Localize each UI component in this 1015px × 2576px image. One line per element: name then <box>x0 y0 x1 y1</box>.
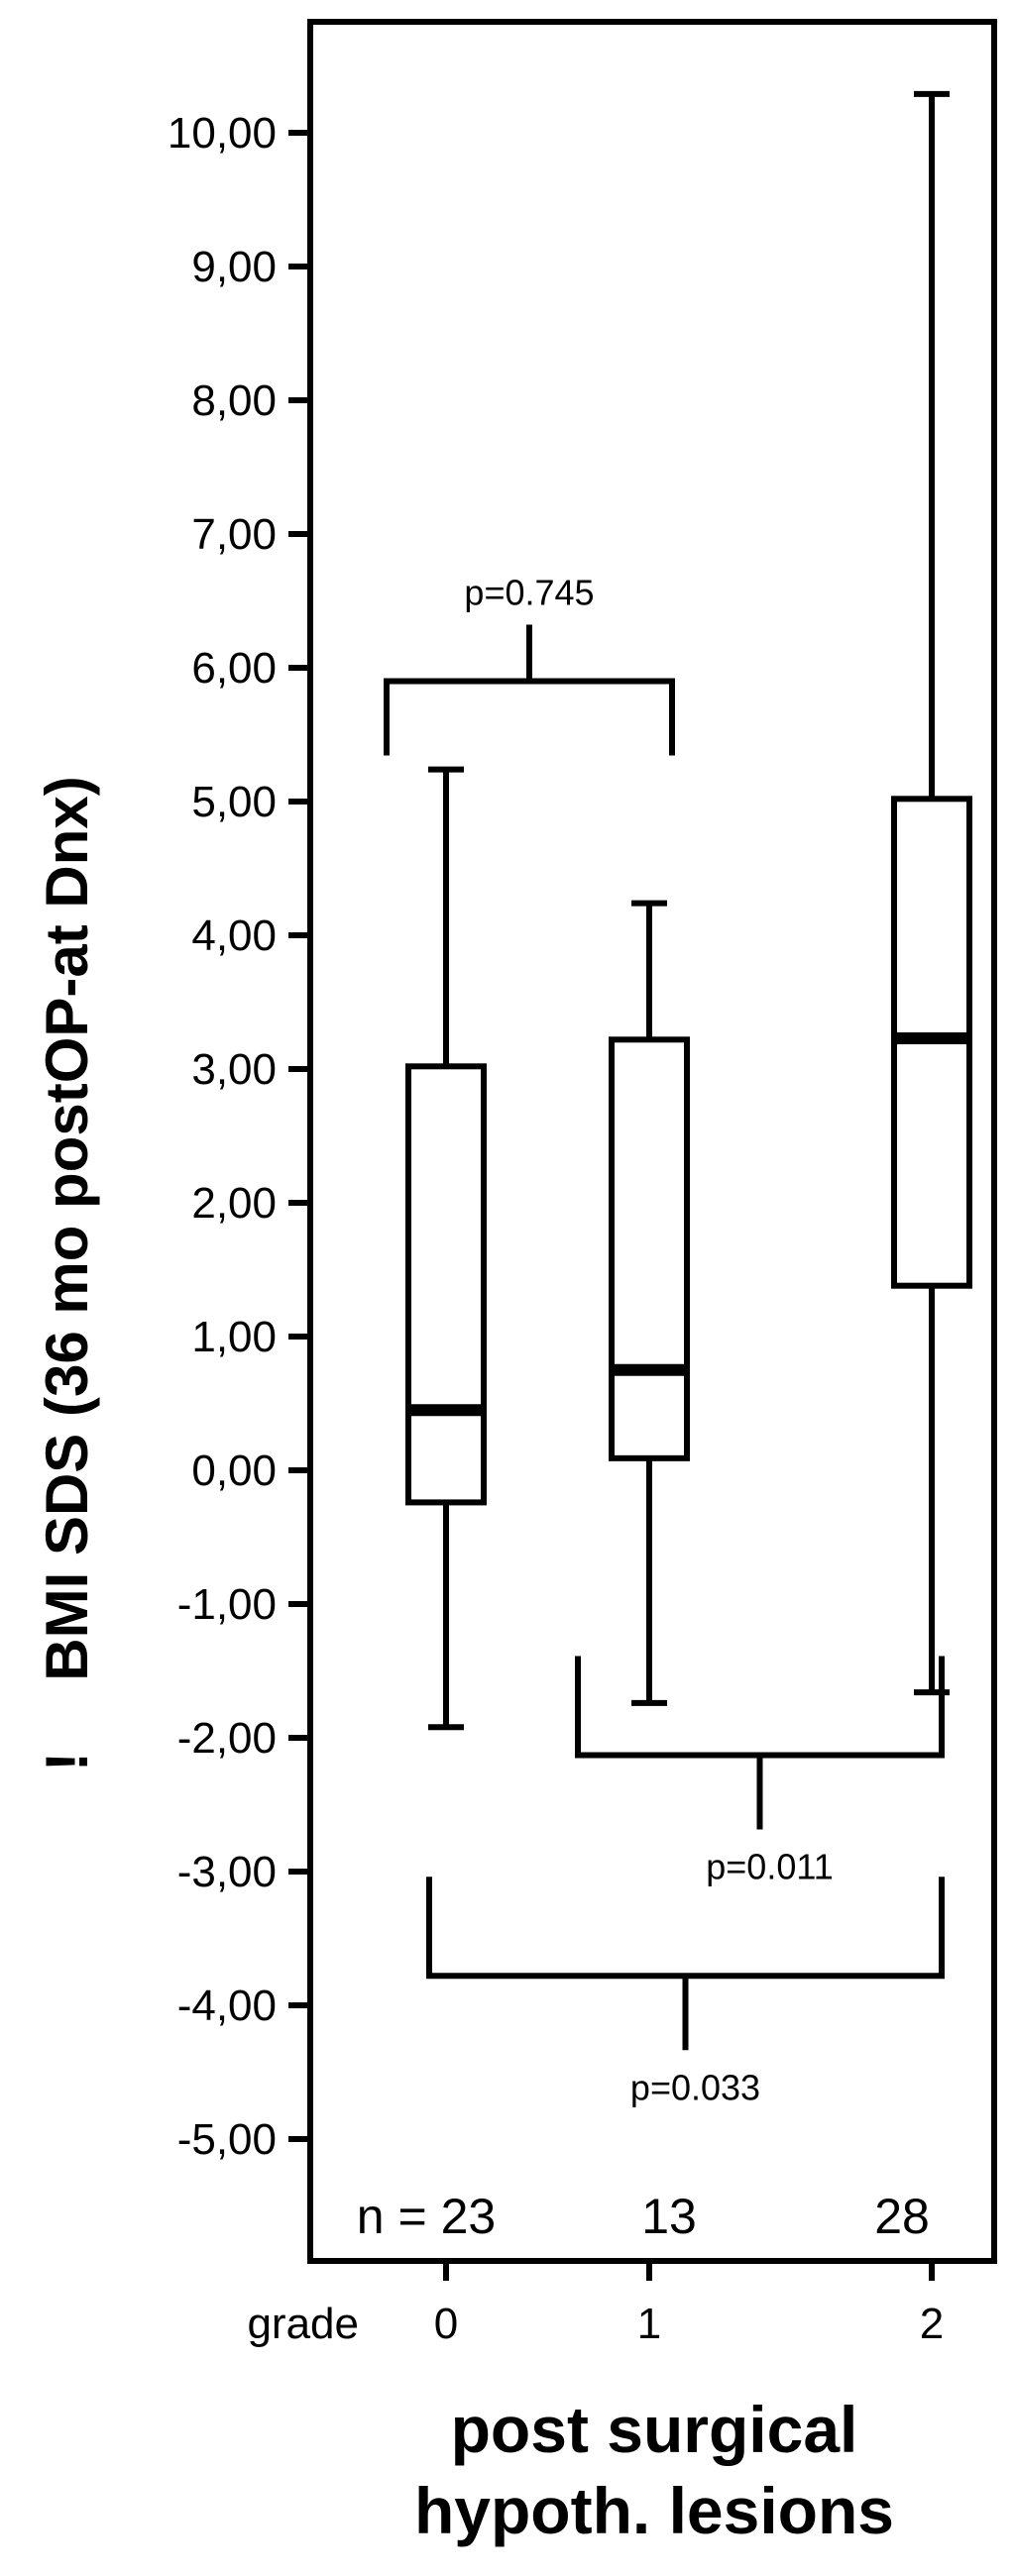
y-tick-label: 0,00 <box>191 1447 277 1495</box>
bracket-line <box>426 1877 945 1980</box>
y-tick-label: 3,00 <box>191 1045 277 1094</box>
n-label: 13 <box>641 2189 697 2244</box>
comparison-bracket: p=0.033 <box>426 1877 945 2107</box>
y-axis: 10,00 9,00 8,00 7,00 6,00 5,00 4,00 3,00 2,00 1,0… <box>168 109 310 2164</box>
y-tick-label: -3,00 <box>177 1848 277 1896</box>
p-value-label: p=0.033 <box>630 2067 760 2107</box>
iqr-box <box>405 1063 487 1506</box>
y-tick-label: 5,00 <box>191 778 277 826</box>
y-tick-label: 9,00 <box>191 243 277 291</box>
n-label: n = 23 <box>357 2189 496 2244</box>
box-1 <box>609 900 690 1706</box>
y-tick-label: 2,00 <box>191 1179 277 1228</box>
y-tick-label: -1,00 <box>177 1580 277 1629</box>
y-tick-label: 1,00 <box>191 1313 277 1361</box>
x-axis-label-line2: hypoth. lesions <box>414 2474 894 2547</box>
n-label: 28 <box>874 2189 930 2244</box>
y-tick-label: -2,00 <box>177 1714 277 1763</box>
p-value-label: p=0.745 <box>464 573 594 613</box>
y-tick-label: -4,00 <box>177 1982 277 2030</box>
x-axis-label-line1: post surgical <box>451 2393 858 2466</box>
comparison-bracket: p=0.745 <box>384 573 675 756</box>
y-tick-label: -5,00 <box>177 2115 277 2164</box>
y-tick-label: 8,00 <box>191 376 277 425</box>
y-axis-label: BMI SDS (36 mo postOP-at Dnx) <box>34 776 100 1680</box>
iqr-box <box>609 1036 690 1461</box>
y-tick-label: 4,00 <box>191 912 277 960</box>
y-tick-label: 6,00 <box>191 644 277 693</box>
x-axis: grade 0 1 2 <box>247 2261 944 2348</box>
comparisons-group: p=0.745 p=0.011 p=0.033 <box>384 573 945 2107</box>
y-tick-label: 10,00 <box>168 109 277 158</box>
x-tick-label: 0 <box>434 2300 458 2348</box>
x-tick-label: 1 <box>637 2300 661 2348</box>
box-0 <box>405 766 487 1731</box>
y-axis-label-marker: ! <box>34 1752 100 1771</box>
n-labels-group: n = 23 13 28 <box>357 2189 930 2244</box>
y-tick-label: 7,00 <box>191 510 277 559</box>
boxes-group <box>405 90 972 1731</box>
bracket-line <box>384 678 675 756</box>
grade-prefix-label: grade <box>247 2300 359 2348</box>
p-value-label: p=0.011 <box>706 1847 833 1887</box>
box-2 <box>891 90 972 1696</box>
comparison-bracket: p=0.011 <box>575 1656 945 1887</box>
x-tick-label: 2 <box>920 2300 944 2348</box>
